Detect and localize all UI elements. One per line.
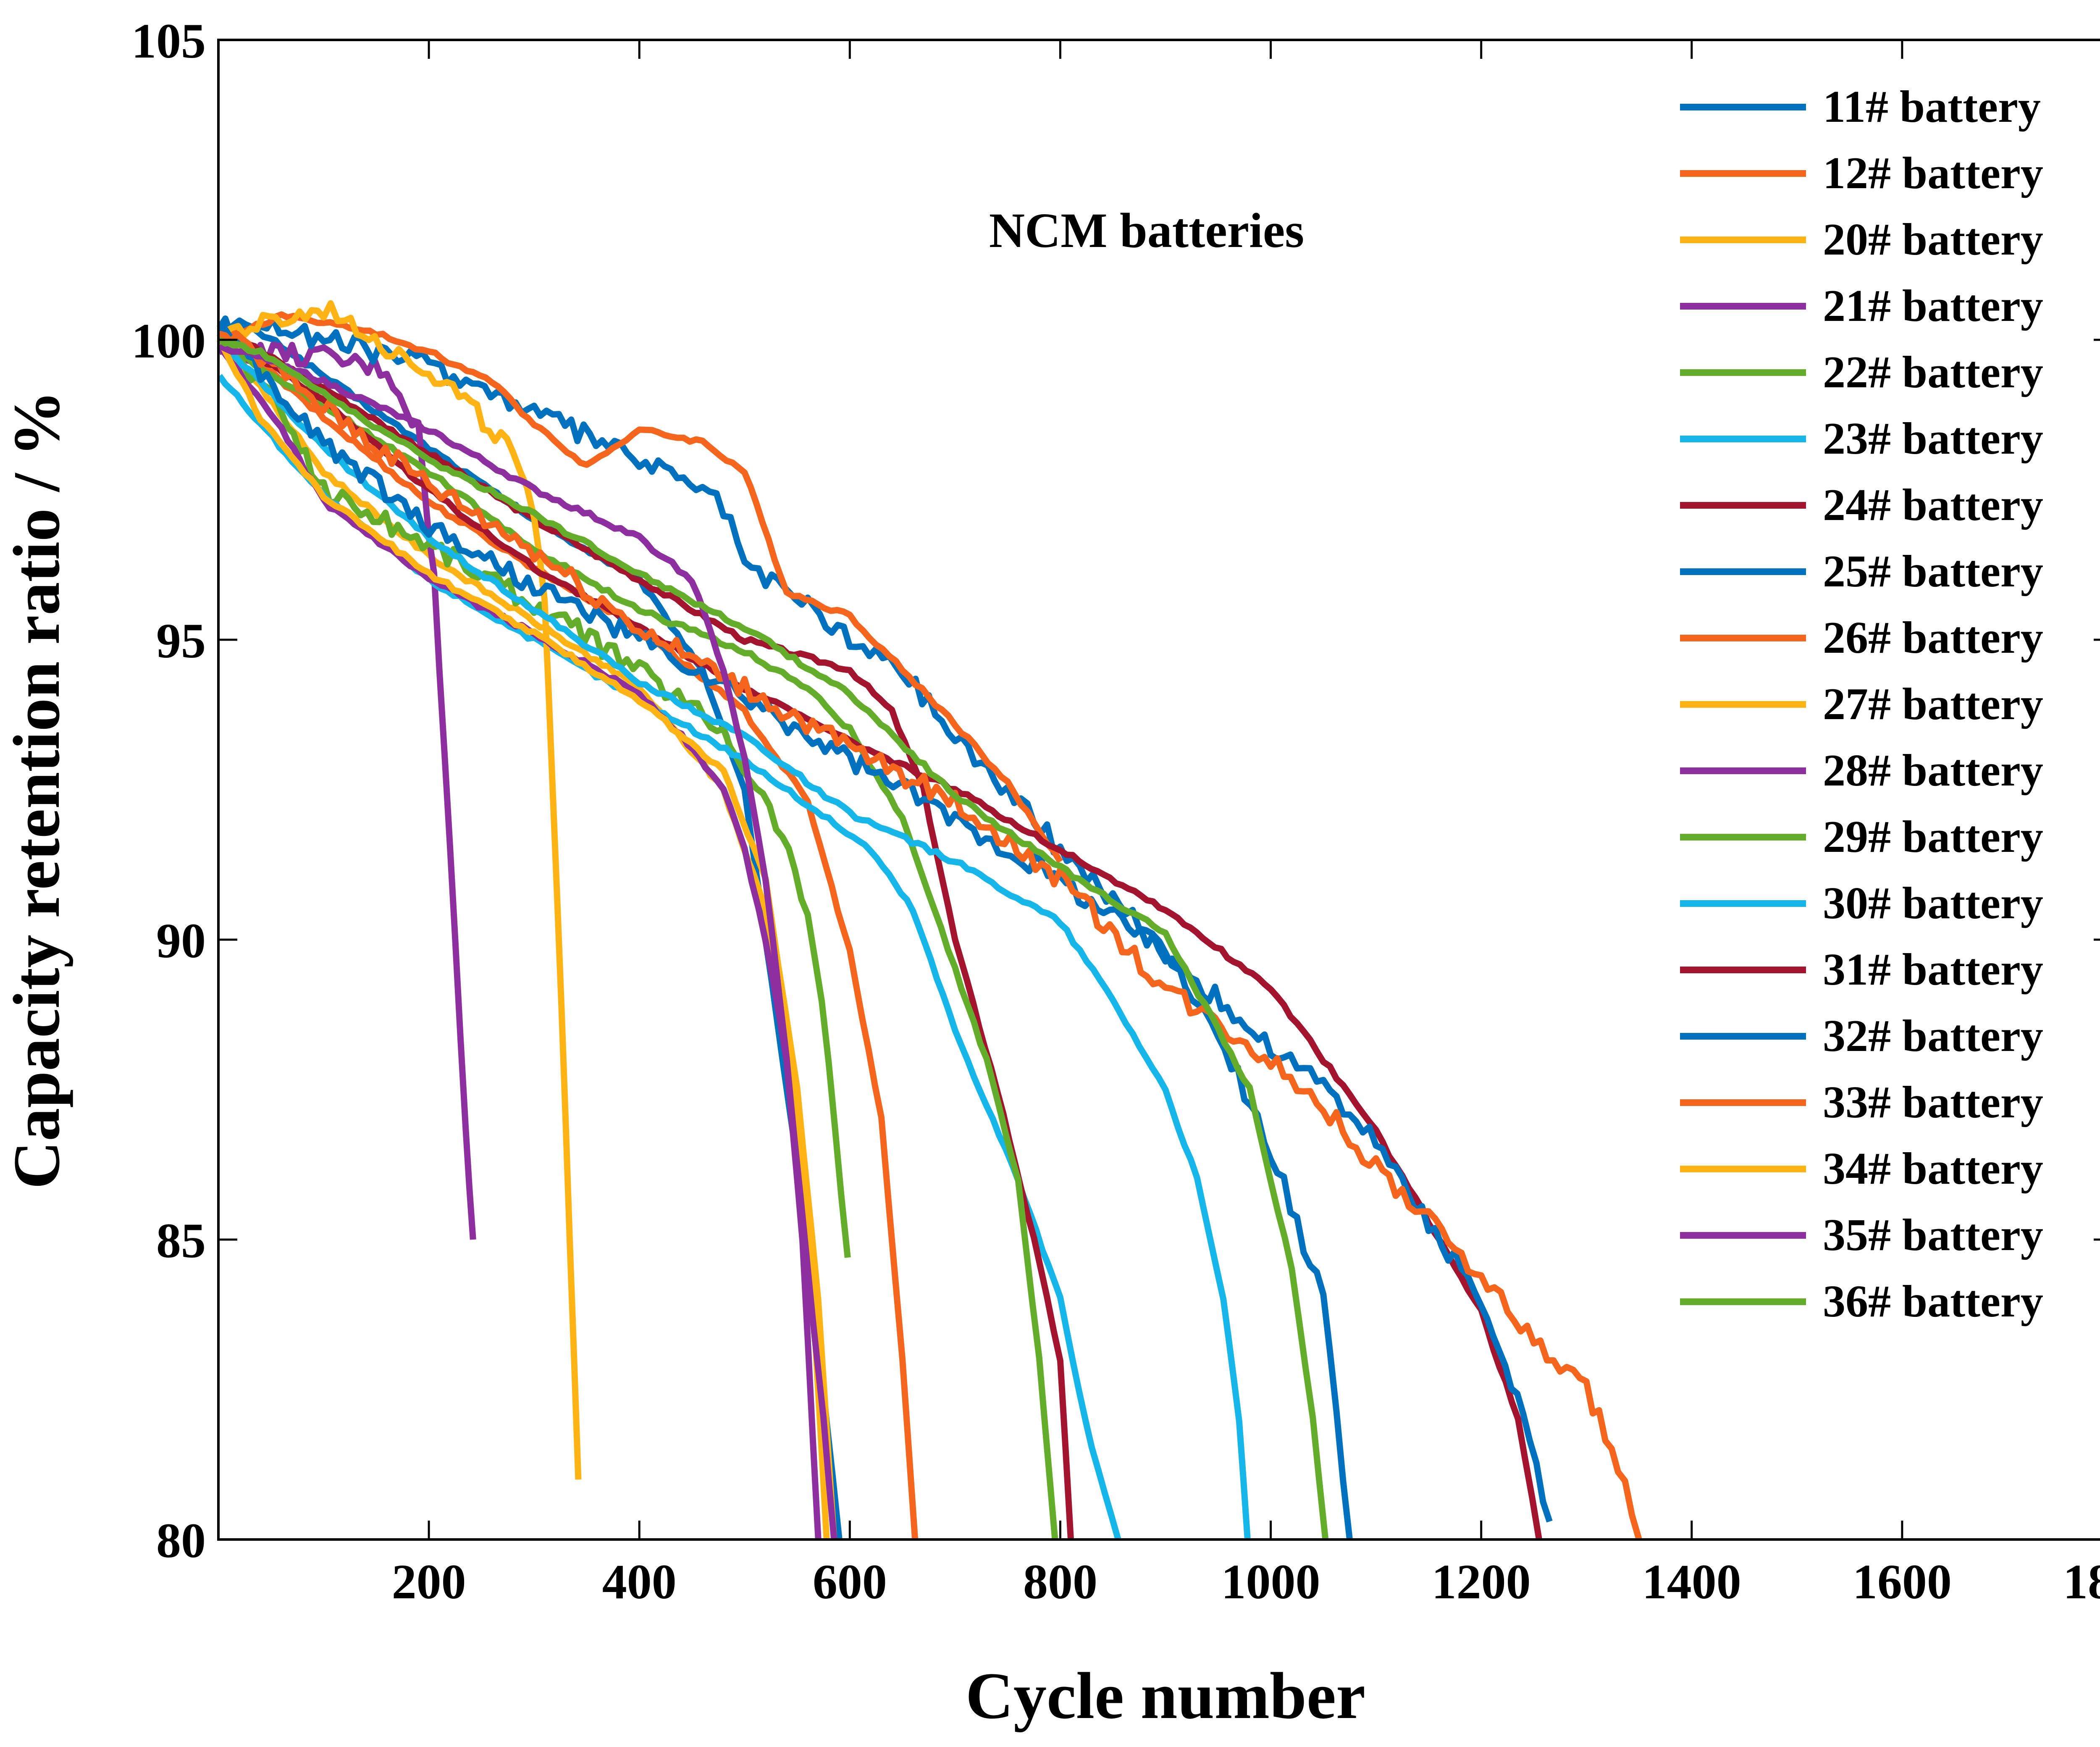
legend-label: 35# battery	[1823, 1210, 2043, 1260]
ticks-layer	[218, 39, 2100, 1541]
series-line-35	[218, 343, 837, 1540]
x-tick-label: 400	[602, 1554, 677, 1609]
x-tick-label: 800	[1023, 1554, 1097, 1609]
legend-label: 28# battery	[1823, 746, 2043, 796]
y-tick-label: 95	[156, 613, 206, 668]
x-tick-labels: 200 400 600 800 1000 1200 1400 1600 1800	[392, 1554, 2100, 1609]
series-line-34	[216, 338, 837, 1540]
legend-label: 23# battery	[1823, 414, 2043, 464]
legend-label: 36# battery	[1823, 1277, 2043, 1327]
legend: 11# battery 12# battery 20# battery 21# bat…	[1680, 82, 2043, 1327]
x-tick-label: 1400	[1642, 1554, 1741, 1609]
series-layer	[216, 300, 1642, 1541]
series-line-24	[217, 320, 1074, 1540]
legend-label: 25# battery	[1823, 546, 2043, 596]
x-tick-label: 600	[813, 1554, 887, 1609]
legend-label: 32# battery	[1823, 1011, 2043, 1061]
x-tick-label: 1000	[1221, 1554, 1320, 1609]
legend-label: 12# battery	[1823, 148, 2043, 198]
x-tick-label: 1200	[1432, 1554, 1531, 1609]
legend-label: 22# battery	[1823, 347, 2043, 397]
x-axis-title: Cycle number	[966, 1659, 1365, 1733]
y-axis-title: Capacity retention ratio / %	[0, 390, 74, 1189]
y-tick-label: 100	[131, 313, 206, 368]
y-tick-label: 90	[156, 913, 206, 968]
legend-label: 31# battery	[1823, 945, 2043, 995]
legend-label: 20# battery	[1823, 215, 2043, 265]
plot-frame	[217, 39, 2100, 1541]
y-tick-labels: 80 85 90 95 100 105	[131, 13, 206, 1568]
y-tick-label: 85	[156, 1213, 206, 1268]
y-tick-label: 80	[156, 1513, 206, 1568]
legend-label: 27# battery	[1823, 679, 2043, 729]
legend-label: 11# battery	[1823, 82, 2041, 132]
legend-label: 21# battery	[1823, 281, 2043, 331]
legend-label: 29# battery	[1823, 812, 2043, 862]
series-line-32	[218, 325, 1553, 1523]
y-tick-label: 105	[131, 13, 206, 68]
series-line-33	[218, 331, 1642, 1541]
legend-label: 26# battery	[1823, 613, 2043, 663]
legend-label: 34# battery	[1823, 1144, 2043, 1194]
x-tick-label: 200	[392, 1554, 466, 1609]
x-tick-label: 1600	[1853, 1554, 1952, 1609]
legend-label: 30# battery	[1823, 878, 2043, 928]
legend-label: 33# battery	[1823, 1077, 2043, 1127]
series-line-36	[218, 337, 1329, 1540]
x-tick-label: 1800	[2063, 1554, 2100, 1609]
legend-label: 24# battery	[1823, 480, 2043, 530]
chart-annotation: NCM batteries	[989, 203, 1304, 258]
